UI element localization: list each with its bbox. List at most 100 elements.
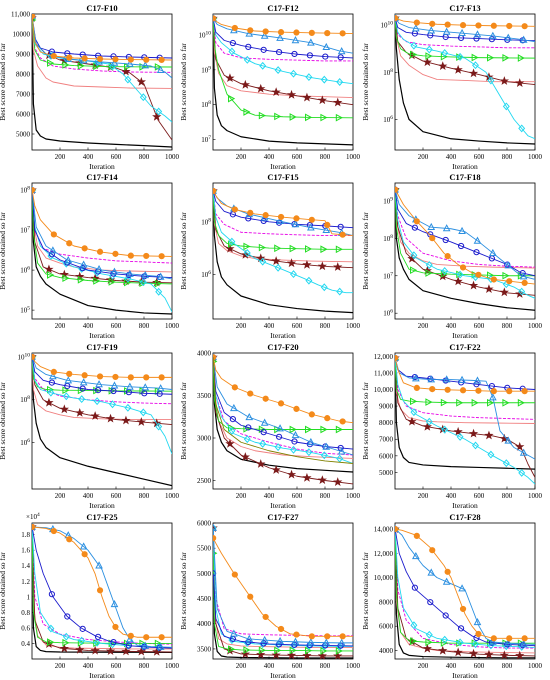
data-point-marker xyxy=(307,437,315,446)
data-point-marker xyxy=(90,273,100,283)
data-point-marker xyxy=(459,22,467,29)
plot-c17-f25: C17-F25 200 400 600 800 1000 Iteration 0.4 0.6 0.… xyxy=(0,512,180,680)
series-line xyxy=(395,189,535,277)
x-tick-label: 800 xyxy=(320,662,331,670)
data-point-marker xyxy=(276,636,284,645)
x-tick-label: 1000 xyxy=(346,322,361,330)
data-point-marker xyxy=(77,639,85,647)
data-point-marker xyxy=(444,21,451,28)
data-point-marker xyxy=(335,245,343,254)
data-point-marker xyxy=(77,61,85,70)
y-tick-label: 108 xyxy=(201,217,211,226)
y-tick-label: 6000 xyxy=(379,623,394,631)
data-point-marker xyxy=(322,225,331,234)
data-point-marker xyxy=(317,95,327,105)
data-point-marker xyxy=(504,639,513,647)
x-tick-label: 200 xyxy=(236,322,247,330)
data-point-marker xyxy=(213,523,217,531)
y-tick-label: 108 xyxy=(383,68,393,77)
series-line xyxy=(32,526,172,649)
data-point-marker xyxy=(62,386,70,395)
data-point-marker xyxy=(425,269,433,277)
data-point-marker xyxy=(459,605,467,613)
data-point-marker xyxy=(468,68,479,78)
data-point-marker xyxy=(243,435,251,444)
data-point-marker xyxy=(308,633,315,640)
data-point-marker xyxy=(90,411,100,420)
data-point-marker xyxy=(64,255,73,264)
data-point-marker xyxy=(247,27,254,34)
y-tick-label: 8000 xyxy=(379,598,394,606)
series-line xyxy=(213,190,353,236)
y-axis-label: Best score obtained so far xyxy=(179,382,188,460)
data-point-marker xyxy=(335,425,343,434)
data-point-marker xyxy=(308,216,315,223)
y-tick-label: 1.2 xyxy=(21,578,30,586)
data-point-marker xyxy=(156,642,165,650)
data-point-marker xyxy=(468,648,479,658)
y-exponent-label: ×104 xyxy=(26,512,40,521)
data-point-marker xyxy=(228,94,236,103)
data-point-marker xyxy=(81,372,88,379)
series-line xyxy=(32,15,172,123)
data-point-marker xyxy=(228,240,236,249)
y-tick-label: 9000 xyxy=(16,51,31,59)
data-point-marker xyxy=(395,354,399,362)
data-point-marker xyxy=(62,274,70,282)
data-point-marker xyxy=(457,242,465,250)
x-tick-label: 200 xyxy=(236,662,247,670)
data-point-marker xyxy=(502,54,510,62)
data-point-marker xyxy=(502,102,510,111)
x-tick-label: 800 xyxy=(502,492,513,500)
data-point-marker xyxy=(519,448,528,456)
data-point-marker xyxy=(243,646,251,654)
series-brown xyxy=(213,353,353,486)
data-point-marker xyxy=(442,577,451,585)
data-point-marker xyxy=(515,441,525,451)
data-point-marker xyxy=(79,625,86,632)
data-point-marker xyxy=(286,258,297,268)
data-point-marker xyxy=(289,244,297,253)
x-tick-label: 600 xyxy=(292,322,303,330)
series-line xyxy=(213,357,353,473)
data-point-marker xyxy=(262,613,269,621)
data-point-marker xyxy=(506,22,513,30)
x-tick-label: 800 xyxy=(139,662,150,670)
data-point-marker xyxy=(286,469,297,479)
data-point-marker xyxy=(274,443,282,452)
y-tick-label: 12,000 xyxy=(374,353,394,361)
data-point-marker xyxy=(504,261,513,269)
data-point-marker xyxy=(77,275,85,284)
series-line xyxy=(213,18,353,62)
data-point-marker xyxy=(521,279,528,287)
data-point-marker xyxy=(243,242,251,251)
plot-title: C17-F27 xyxy=(267,512,299,522)
data-point-marker xyxy=(158,56,165,64)
series-line xyxy=(395,17,535,43)
data-point-marker xyxy=(286,89,297,99)
plot-c17-f18: C17-F18 200 400 600 800 1000 Iteration 106 107 10… xyxy=(361,172,543,340)
data-point-marker xyxy=(515,289,525,298)
data-point-marker xyxy=(453,426,463,436)
x-axis-label: Iteration xyxy=(452,162,478,171)
data-point-marker xyxy=(245,412,254,421)
data-point-marker xyxy=(410,621,418,630)
data-point-marker xyxy=(305,113,313,122)
data-point-marker xyxy=(225,73,235,83)
data-point-marker xyxy=(231,571,238,578)
y-tick-label: 11,000 xyxy=(374,369,393,377)
data-point-marker xyxy=(94,633,102,640)
x-tick-label: 600 xyxy=(292,492,303,500)
series-magenta xyxy=(395,189,535,268)
x-tick-label: 200 xyxy=(418,662,429,670)
data-point-marker xyxy=(322,442,331,450)
y-tick-label: 106 xyxy=(383,309,393,318)
data-point-marker xyxy=(258,646,266,655)
series-blue xyxy=(32,523,172,651)
data-point-marker xyxy=(305,245,313,253)
data-point-marker xyxy=(488,36,495,43)
series-line xyxy=(213,528,353,644)
x-tick-label: 200 xyxy=(418,322,429,330)
data-point-marker xyxy=(324,30,331,37)
series-line xyxy=(213,528,353,637)
